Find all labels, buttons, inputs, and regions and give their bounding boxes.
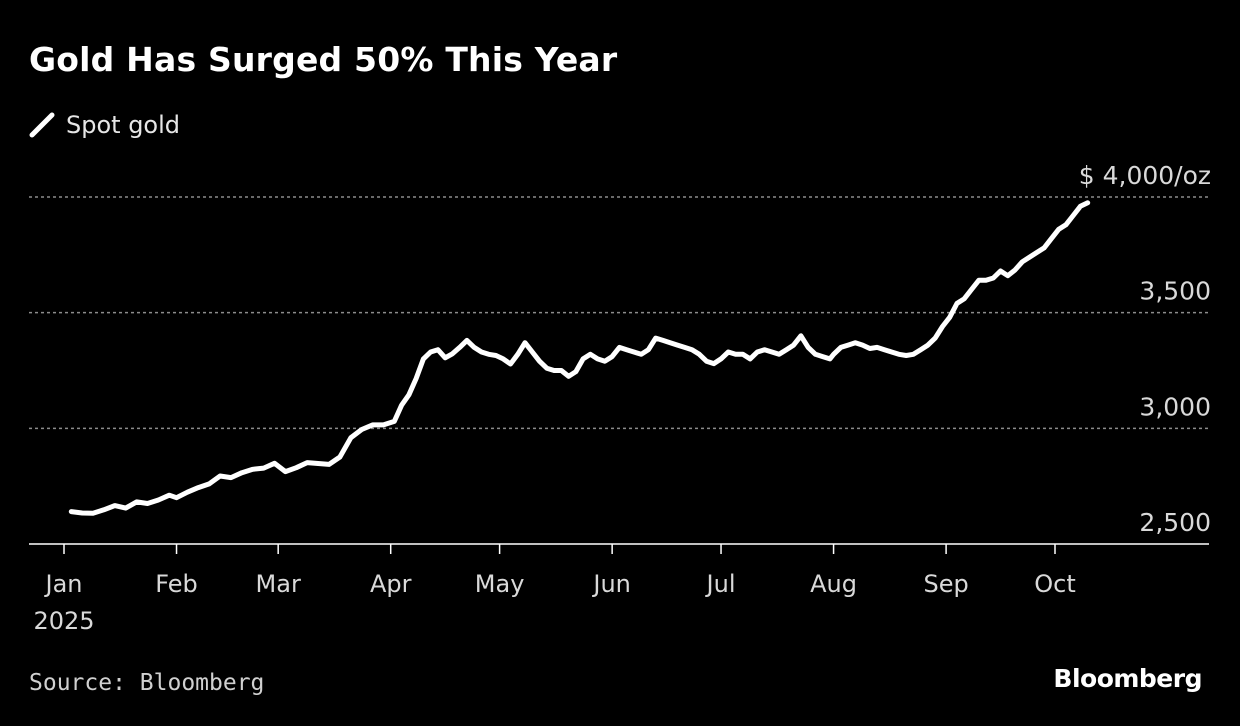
x-tick-label-jul: Jul bbox=[705, 570, 736, 598]
grid-lines bbox=[29, 196, 1209, 430]
x-axis: Jan 2025 Feb Mar Apr May Jun Jul Aug Sep Oct bbox=[29, 543, 1209, 635]
y-tick-label-2500: 2,500 bbox=[1139, 508, 1211, 537]
y-tick-label-3500: 3,500 bbox=[1139, 277, 1211, 306]
bloomberg-logo: Bloomberg bbox=[1053, 664, 1202, 693]
legend-label-spot-gold: Spot gold bbox=[66, 111, 181, 139]
x-tick-label-may: May bbox=[475, 570, 525, 598]
x-tick-label-jun: Jun bbox=[591, 570, 631, 598]
x-tick-label-jan: Jan bbox=[44, 570, 83, 598]
y-tick-label-3000: 3,000 bbox=[1139, 392, 1211, 421]
y-axis-labels: 2,500 3,000 3,500 $ 4,000/oz bbox=[1079, 161, 1211, 537]
legend: Spot gold bbox=[29, 108, 180, 142]
legend-swatch-spot-gold-icon bbox=[29, 112, 55, 138]
x-tick-label-sep: Sep bbox=[923, 570, 968, 598]
x-tick-label-oct: Oct bbox=[1034, 570, 1076, 598]
x-tick-label-apr: Apr bbox=[370, 570, 412, 598]
x-tick-label-feb: Feb bbox=[155, 570, 198, 598]
x-tick-sublabel-year: 2025 bbox=[33, 607, 94, 635]
x-tick-label-mar: Mar bbox=[256, 570, 301, 598]
source-note: Source: Bloomberg bbox=[29, 670, 265, 696]
x-tick-label-aug: Aug bbox=[810, 570, 857, 598]
series-spot-gold bbox=[68, 200, 1091, 516]
series-line-spot-gold bbox=[68, 200, 1091, 516]
chart-title: Gold Has Surged 50% This Year bbox=[29, 40, 618, 79]
y-tick-label-4000: $ 4,000/oz bbox=[1079, 161, 1211, 190]
